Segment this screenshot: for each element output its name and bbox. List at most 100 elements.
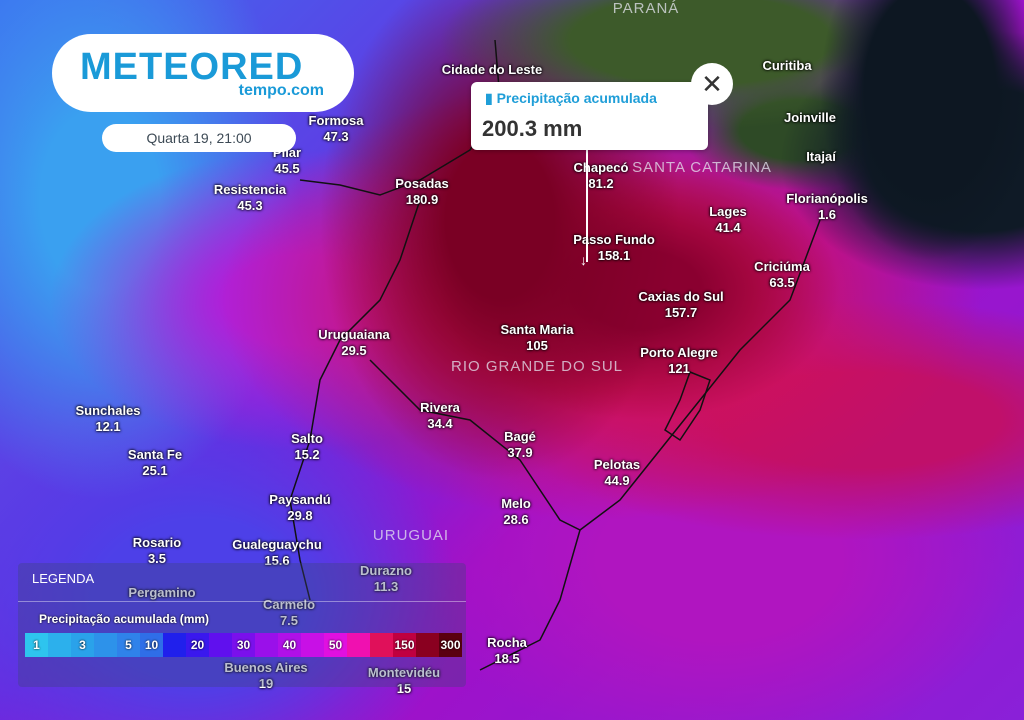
legend-swatch <box>94 633 117 657</box>
city-value: 1.6 <box>817 207 837 222</box>
region-label: SANTA CATARINA <box>632 159 772 176</box>
city-label[interactable]: Chapecó 81.2 <box>574 160 629 192</box>
city-name: Resistencia <box>213 182 287 197</box>
legend-swatch <box>163 633 186 657</box>
city-name: Bagé <box>504 429 536 444</box>
city-label[interactable]: Rivera 34.4 <box>420 400 460 432</box>
city-value: 7.5 <box>279 613 299 628</box>
city-value: 44.9 <box>604 473 630 488</box>
legend-swatch <box>48 633 71 657</box>
meteored-logo[interactable]: METEORED tempo.com <box>52 34 354 112</box>
city-label[interactable]: Melo 28.6 <box>501 496 531 528</box>
city-label[interactable]: Lages 41.4 <box>709 204 747 236</box>
city-name: Itajaí <box>806 149 836 164</box>
city-value: 25.1 <box>142 463 168 478</box>
city-label[interactable]: Caxias do Sul 157.7 <box>638 289 723 321</box>
city-name: Criciúma <box>754 259 810 274</box>
city-label[interactable]: Posadas 180.9 <box>395 176 448 208</box>
city-value: 158.1 <box>597 248 631 263</box>
close-icon[interactable]: ✕ <box>691 63 733 105</box>
city-name: Lages <box>709 204 747 219</box>
city-value: 121 <box>668 361 690 376</box>
city-name: Chapecó <box>573 160 629 175</box>
city-name: Porto Alegre <box>640 345 718 360</box>
city-name: Santa Fe <box>127 447 183 462</box>
city-label[interactable]: Uruguaiana 29.5 <box>318 327 390 359</box>
city-label[interactable]: Resistencia 45.3 <box>214 182 286 214</box>
city-value: 29.5 <box>341 343 367 358</box>
city-value: 47.3 <box>323 129 349 144</box>
city-value: 18.5 <box>494 651 520 666</box>
legend-swatch <box>255 633 278 657</box>
city-name: Santa Maria <box>500 322 574 337</box>
city-label[interactable]: Joinville <box>784 110 836 126</box>
city-label[interactable]: Passo Fundo 158.1 <box>573 232 655 264</box>
city-name: Passo Fundo <box>573 232 655 247</box>
city-name: Posadas <box>395 176 449 191</box>
city-label[interactable]: Paysandú 29.8 <box>269 492 330 524</box>
city-label[interactable]: Florianópolis 1.6 <box>786 191 868 223</box>
city-value: 45.3 <box>237 198 263 213</box>
city-label[interactable]: Rocha 18.5 <box>487 635 527 667</box>
city-label[interactable]: Sunchales 12.1 <box>75 403 140 435</box>
city-name: Uruguaiana <box>318 327 390 342</box>
city-name: Caxias do Sul <box>638 289 724 304</box>
city-label[interactable]: Cidade do Leste <box>442 62 542 78</box>
city-label[interactable]: Gualeguaychu 15.6 <box>232 537 322 569</box>
city-value: 11.3 <box>373 579 399 594</box>
city-label[interactable]: Pilar 45.5 <box>273 145 301 177</box>
city-value: 15 <box>396 681 412 696</box>
region-label: URUGUAI <box>372 527 450 544</box>
city-label[interactable]: Bagé 37.9 <box>504 429 536 461</box>
city-label[interactable]: Rosario 3.5 <box>133 535 181 567</box>
city-label[interactable]: Salto 15.2 <box>291 431 323 463</box>
city-label[interactable]: Pergamino <box>128 585 195 601</box>
city-label[interactable]: Criciúma 63.5 <box>754 259 810 291</box>
city-name: Salto <box>291 431 323 446</box>
legend-swatch: 50 <box>324 633 347 657</box>
city-label[interactable]: Durazno 11.3 <box>360 563 412 595</box>
date-time-selector[interactable]: Quarta 19, 21:00 <box>102 124 296 152</box>
city-name: Carmelo <box>262 597 316 612</box>
city-name: Sunchales <box>75 403 141 418</box>
city-name: Curitiba <box>762 58 812 73</box>
city-name: Rosario <box>132 535 182 550</box>
city-name: Montevidéu <box>367 665 441 680</box>
city-label[interactable]: Curitiba <box>762 58 811 74</box>
city-label[interactable]: Itajaí <box>806 149 836 165</box>
city-label[interactable]: Montevidéu 15 <box>368 665 440 697</box>
precipitation-popup: ▮ Precipitação acumulada 200.3 mm <box>471 82 708 150</box>
city-label[interactable]: Carmelo 7.5 <box>263 597 315 629</box>
city-name: Formosa <box>308 113 364 128</box>
city-name: Pergamino <box>128 585 196 600</box>
legend-swatch <box>370 633 393 657</box>
city-name: Durazno <box>360 563 412 578</box>
legend-divider <box>18 601 466 602</box>
city-name: Buenos Aires <box>224 660 308 675</box>
city-value: 28.6 <box>503 512 529 527</box>
city-label[interactable]: Buenos Aires 19 <box>224 660 307 692</box>
city-name: Melo <box>501 496 531 511</box>
legend-heading: LEGENDA <box>32 571 95 586</box>
rain-gauge-icon: ▮ <box>485 90 497 106</box>
popup-value: 200.3 mm <box>482 116 583 141</box>
city-name: Florianópolis <box>786 191 868 206</box>
legend-swatch: 3 <box>71 633 94 657</box>
city-label[interactable]: Pelotas 44.9 <box>594 457 640 489</box>
city-value: 180.9 <box>405 192 439 207</box>
city-label[interactable]: Santa Maria 105 <box>501 322 574 354</box>
city-name: Rivera <box>420 400 460 415</box>
legend-swatch <box>301 633 324 657</box>
legend-swatch: 5 <box>117 633 140 657</box>
city-label[interactable]: Santa Fe 25.1 <box>128 447 182 479</box>
legend-color-scale: 1 3 5 10 20 30 40 50 150 300 <box>25 633 462 657</box>
city-value: 63.5 <box>769 275 795 290</box>
city-name: Pelotas <box>593 457 641 472</box>
city-value: 3.5 <box>147 551 167 566</box>
city-value: 15.2 <box>294 447 320 462</box>
city-label[interactable]: Porto Alegre 121 <box>640 345 718 377</box>
city-label[interactable]: Formosa 47.3 <box>309 113 364 145</box>
city-name: Joinville <box>783 110 837 125</box>
city-value: 12.1 <box>95 419 121 434</box>
